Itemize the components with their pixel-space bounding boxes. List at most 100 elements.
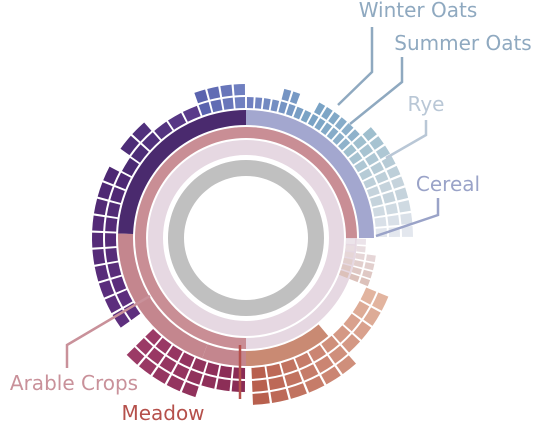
leaf-cell-arable-dark [181, 382, 199, 398]
leaf-cell-arable-purple [105, 217, 118, 232]
leaf-cell-cereal [387, 214, 400, 226]
leaf-cell-arable-purple [93, 198, 108, 216]
leaf-cell-summer-oats [320, 122, 333, 135]
leaf-cell-meadow [314, 355, 334, 373]
leaf-cell-meadow [287, 383, 307, 399]
leaf-cell-meadow [304, 375, 325, 393]
label-meadow: Meadow [121, 401, 204, 422]
leaf-cell-winter-oats [300, 110, 312, 123]
leaf-cell-summer-oats [314, 118, 326, 131]
leaf-cell-arable-purple [110, 187, 125, 204]
leaf-cell-transition [222, 97, 234, 110]
leaf-cell-meadow [270, 388, 289, 403]
leaf-cell-meadow [295, 352, 313, 369]
leaf-cell-meadow [332, 325, 351, 343]
leaf-cell-summer-oats [341, 123, 354, 136]
leaf-cell-transition [198, 102, 212, 116]
leaf-cell-arable-purple-top [132, 122, 152, 142]
leaf-cell-arable-dark [201, 374, 217, 389]
leaf-cell-winter-oats [285, 103, 296, 117]
leaf-cell-meadow-light [345, 245, 355, 252]
leaf-cell-arable-purple-top [121, 157, 139, 177]
leaf-cell-meadow-light [365, 254, 376, 263]
leaf-cell-transition [234, 97, 246, 109]
leaf-cell-meadow [343, 313, 361, 332]
leaf-cell-rye [375, 145, 391, 160]
leaf-cell-rye [354, 159, 368, 173]
leaf-cell-cereal [372, 206, 386, 217]
leaf-cell-meadow [363, 307, 381, 326]
leaf-cell-rye [366, 186, 380, 197]
leaf-cell-meadow [352, 301, 370, 319]
leader-lines-group [65, 27, 440, 399]
leaf-cell-arable-purple [103, 166, 120, 185]
leaf-cell-winter-oats [278, 101, 288, 114]
leaf-cell-arable-purple [97, 182, 113, 200]
leaf-cell-arable-dark [166, 375, 185, 392]
leaf-cell-arable-dark [135, 338, 153, 355]
leaf-cell-cereal [394, 187, 409, 201]
leaf-cells-group [91, 84, 413, 405]
leaf-cell-arable-dark [191, 358, 207, 373]
label-cereal: Cereal [416, 172, 480, 196]
leaf-cell-arable-dark [186, 370, 203, 385]
leaf-cell-arable-purple [111, 276, 127, 293]
leaf-cell-cereal [385, 203, 398, 215]
leaf-cell-meadow-light [356, 245, 366, 253]
leaf-cell-meadow [268, 376, 286, 391]
leaf-cell-meadow [328, 345, 348, 364]
leaf-cell-summer-oats [321, 107, 333, 120]
leaf-cell-meadow [251, 379, 268, 392]
leader-winter-oats [337, 27, 374, 106]
leaf-cell-winter-oats [262, 98, 271, 111]
leaf-cell-rye [381, 155, 396, 169]
leaf-cell-arable-purple-top [167, 112, 187, 130]
leaf-cell-meadow-light [359, 277, 371, 287]
leaf-cell-meadow-light [353, 259, 364, 268]
leaf-cell-rye [359, 144, 374, 158]
leaf-cell-meadow [251, 366, 267, 379]
leaf-cell-summer-oats [314, 102, 326, 116]
leaf-cell-meadow-light [338, 270, 350, 279]
leaf-cell-arable-dark [172, 363, 190, 380]
leaf-cell-rye [370, 161, 384, 175]
leaf-cell-arable-purple [104, 295, 122, 314]
leaf-cell-arable-purple-top [141, 132, 161, 151]
leaf-cell-winter-oats [254, 97, 263, 109]
leaf-cell-arable-purple [123, 303, 141, 321]
leaf-cell-rye [362, 127, 377, 142]
leaf-cell-meadow-light [345, 238, 355, 245]
leaf-cell-meadow [321, 335, 339, 353]
leaf-cell-arable-purple-top [131, 144, 149, 163]
leaf-cell-rye [363, 177, 377, 189]
leaf-cell-arable-dark [155, 337, 172, 354]
leaf-cell-arable-dark [216, 378, 231, 392]
leaf-cell-arable-dark [159, 356, 177, 373]
leaf-cell-meadow-light [364, 262, 375, 271]
leaf-cell-summer-oats [334, 117, 347, 130]
ring-root [167, 160, 324, 316]
leaf-cell-arable-purple [105, 233, 117, 247]
leaf-cell-rye [369, 136, 384, 150]
leaf-cell-rye [391, 176, 405, 189]
leaf-cell-winter-oats [270, 99, 280, 112]
leaf-cell-meadow-light [342, 257, 353, 265]
leaf-cell-cereal [397, 200, 411, 213]
label-rye: Rye [408, 92, 445, 116]
leaf-cell-meadow-light [341, 263, 352, 272]
leaf-cell-meadow [360, 287, 377, 305]
ring-arable [135, 127, 246, 349]
leaf-cell-arable-dark [126, 347, 145, 365]
leaf-cell-arable-purple [94, 264, 109, 282]
leaf-cell-arable-purple [105, 247, 118, 263]
leaf-cell-transition [194, 89, 209, 104]
leaf-cell-winter-oats [281, 88, 292, 102]
leaf-cell-meadow [336, 355, 356, 375]
leaf-cell-rye [386, 165, 401, 179]
leaf-cell-summer-oats [332, 132, 345, 145]
leaf-cell-transition [207, 86, 221, 100]
leaf-cell-arable-dark [205, 362, 220, 376]
leaf-cell-cereal [369, 195, 383, 207]
